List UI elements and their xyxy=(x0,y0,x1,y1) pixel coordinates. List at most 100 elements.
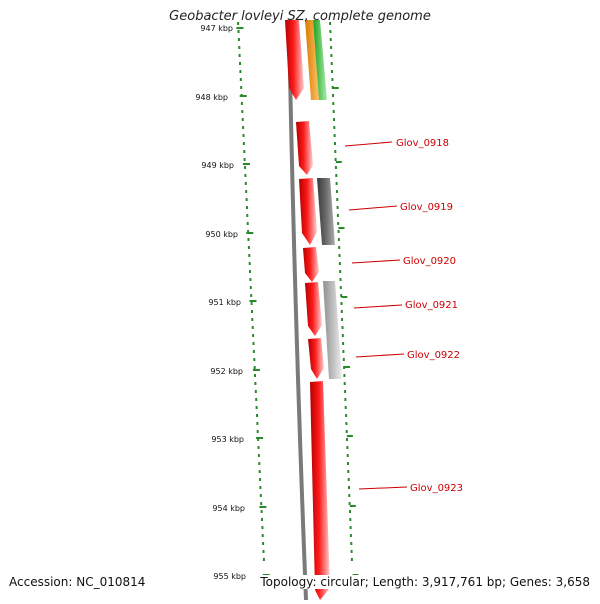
ruler-dot xyxy=(247,230,250,233)
orange-feature[interactable] xyxy=(305,20,319,100)
ruler-dot xyxy=(252,350,255,353)
ruler-tick xyxy=(349,505,356,507)
ruler-label: 955 kbp xyxy=(213,572,246,581)
ruler-label: 950 kbp xyxy=(205,230,238,239)
leader-line xyxy=(355,353,405,358)
ruler-dot xyxy=(241,110,244,113)
gene-label-glov-0920[interactable]: Glov_0920 xyxy=(403,256,456,267)
ruler-dot xyxy=(262,558,265,561)
gene-arrow-glov-0922[interactable] xyxy=(308,338,324,379)
ruler-dot xyxy=(237,38,240,41)
ruler-dot xyxy=(332,110,335,113)
ruler-tick xyxy=(344,366,351,368)
ruler-dot xyxy=(246,206,248,209)
leader-line xyxy=(353,304,403,309)
genome-summary-text: Topology: circular; Length: 3,917,761 bp… xyxy=(258,575,590,589)
ruler-dot xyxy=(250,294,253,297)
gene-arrow-glov-0923[interactable] xyxy=(310,381,330,600)
ruler-dot xyxy=(339,286,342,289)
gene-label-glov-0923[interactable]: Glov_0923 xyxy=(410,483,463,494)
ruler-dot xyxy=(334,166,337,169)
ruler-dot xyxy=(332,102,335,105)
ruler-dot xyxy=(252,334,255,337)
ruler-dot xyxy=(245,190,248,193)
gene-label-glov-0922[interactable]: Glov_0922 xyxy=(407,350,460,361)
ruler-dot xyxy=(239,78,242,81)
ruler-dot xyxy=(330,46,333,49)
ruler-dot xyxy=(256,422,259,425)
ruler-dot xyxy=(241,118,244,121)
gene-label-leaders xyxy=(344,141,408,490)
ruler-dot xyxy=(340,310,343,313)
ruler-tick xyxy=(346,435,353,437)
leader-line xyxy=(344,141,393,147)
ruler-dot xyxy=(256,430,259,433)
ruler-dot xyxy=(343,382,346,385)
ruler-tick xyxy=(246,232,254,234)
ruler-dot xyxy=(260,502,263,505)
ruler-dot xyxy=(240,86,243,89)
ruler-dot xyxy=(350,558,353,561)
ruler-dot xyxy=(250,302,253,305)
ruler-dot xyxy=(243,158,246,161)
ruler-dot xyxy=(259,494,262,497)
ruler-dot xyxy=(260,510,263,513)
ruler-dot xyxy=(248,254,251,257)
ruler-dot xyxy=(345,414,348,417)
ruler-dot xyxy=(329,30,332,33)
ruler-dot xyxy=(255,406,258,409)
gene-label-glov-0919[interactable]: Glov_0919 xyxy=(400,202,453,213)
gene-arrow-glov-0919[interactable] xyxy=(299,178,317,245)
ruler-dot xyxy=(248,262,251,265)
gene-arrow-glov-0921[interactable] xyxy=(305,282,322,336)
gene-label-glov-0921[interactable]: Glov_0921 xyxy=(405,300,458,311)
map-title: Geobacter lovleyi SZ, complete genome xyxy=(169,9,431,24)
ruler-dot xyxy=(329,38,332,41)
ruler-dot xyxy=(346,438,348,441)
ruler-dot xyxy=(349,534,352,537)
leader-line xyxy=(348,205,398,211)
ruler-dot xyxy=(261,534,264,537)
gene-arrow-glov-0918[interactable] xyxy=(296,121,313,175)
ruler-dot xyxy=(336,206,339,209)
ruler-dot xyxy=(339,270,342,273)
ruler-dot xyxy=(257,438,260,441)
ruler-dot xyxy=(257,446,260,449)
gene-arrow-glov-0920[interactable] xyxy=(303,247,319,282)
genome-backbone xyxy=(287,19,308,601)
ruler-dot xyxy=(337,238,340,241)
ruler-tick xyxy=(236,27,244,29)
ruler-dot xyxy=(347,470,350,473)
ruler-dot xyxy=(252,342,255,345)
ruler-label: 954 kbp xyxy=(212,504,245,513)
gene-feature-top[interactable] xyxy=(285,20,304,100)
ruler-tick xyxy=(259,506,267,508)
ruler-dot xyxy=(331,70,333,73)
ruler-dot xyxy=(348,502,351,505)
ruler-dot xyxy=(237,22,240,25)
ruler-label: 952 kbp xyxy=(210,367,243,376)
green-feature[interactable] xyxy=(313,20,327,100)
ruler-dot xyxy=(259,486,262,489)
ruler-dot xyxy=(239,62,241,65)
ruler-dot xyxy=(262,550,265,553)
ruler-dot xyxy=(341,318,344,321)
ruler-label: 947 kbp xyxy=(200,24,233,33)
ruler-dot xyxy=(262,542,265,545)
ruler-dot xyxy=(340,294,343,297)
ruler-label: 951 kbp xyxy=(208,298,241,307)
ruler-dot xyxy=(246,222,249,225)
ruler-dot xyxy=(342,358,345,361)
ruler-dot xyxy=(251,326,254,329)
gene-label-glov-0918[interactable]: Glov_0918 xyxy=(396,138,449,149)
ruler-dot xyxy=(257,454,260,457)
ruler-dot xyxy=(338,262,341,265)
ruler-dot xyxy=(256,414,258,417)
feature-bar-glov-0919[interactable] xyxy=(317,178,335,245)
ruler-dot xyxy=(333,134,336,137)
ruler-dot xyxy=(343,374,346,377)
ruler-dot xyxy=(345,422,348,425)
feature-bar-glov-0921[interactable] xyxy=(323,281,342,379)
